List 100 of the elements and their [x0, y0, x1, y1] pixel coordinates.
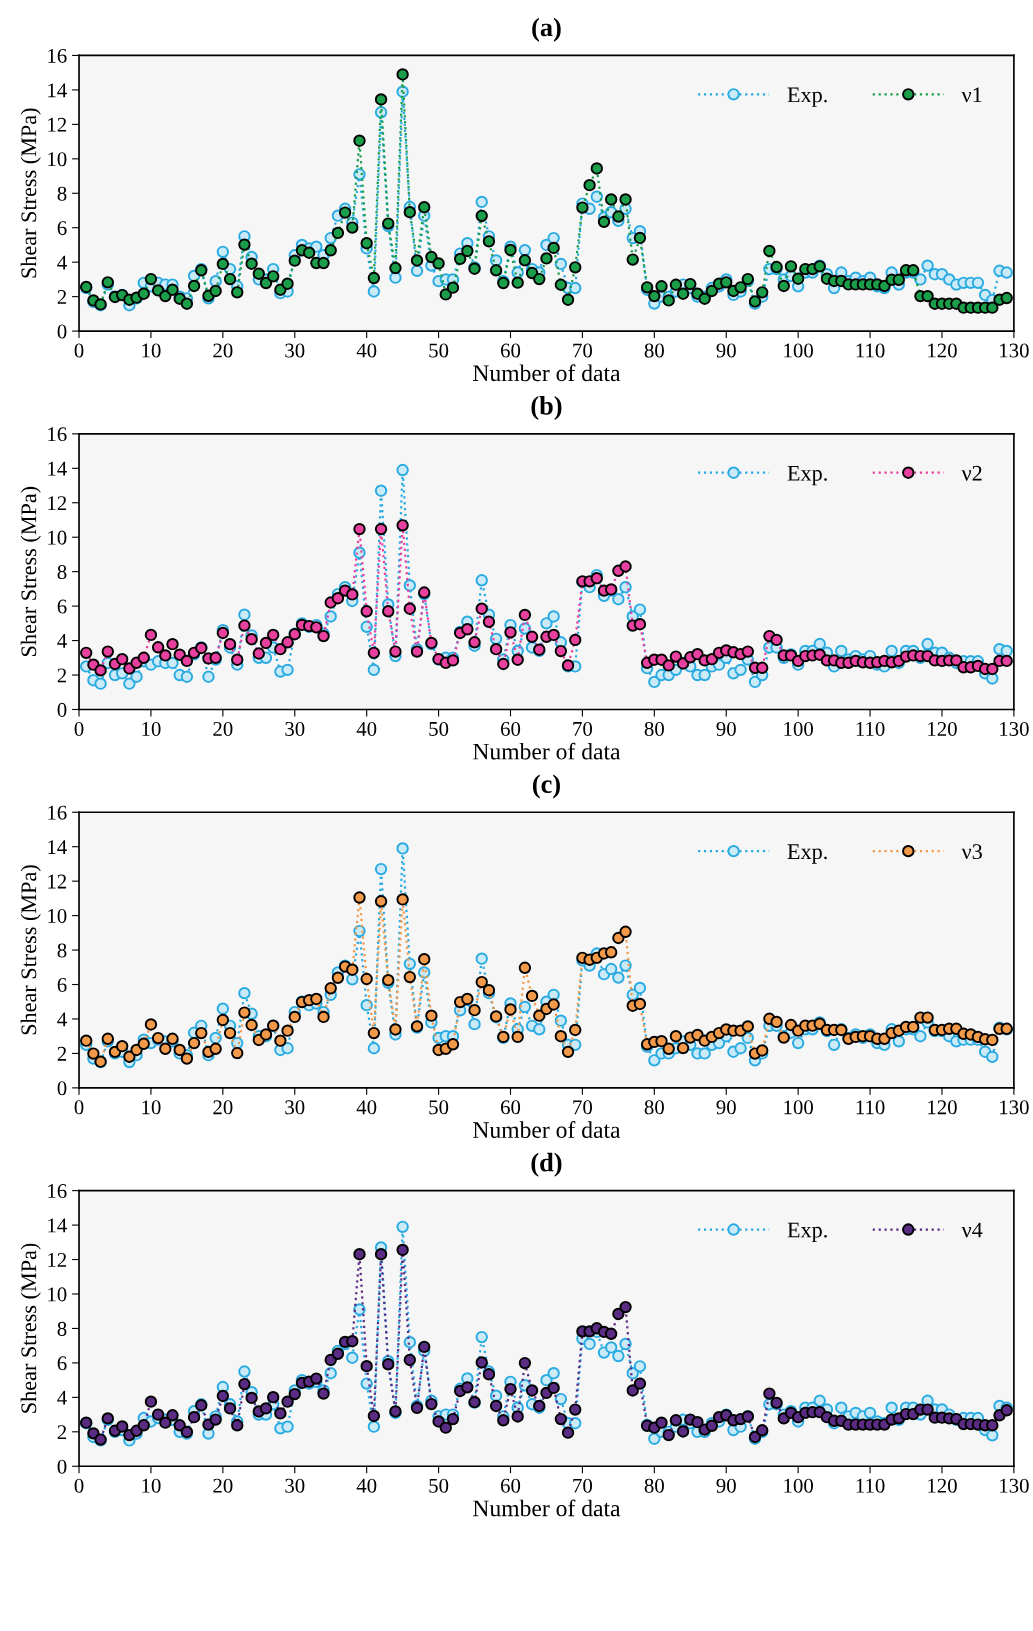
x-tick-label: 120	[928, 1100, 957, 1115]
x-axis-title: Number of data	[473, 1121, 621, 1138]
y-tick-label: 14	[48, 83, 67, 98]
y-axis-title: Shear Stress (MPa)	[20, 108, 41, 278]
x-tick-label: 130	[1000, 343, 1029, 358]
x-tick-label: 120	[928, 343, 957, 358]
y-tick-label: 16	[48, 805, 67, 820]
x-tick-label: 100	[784, 1478, 813, 1493]
x-tick-label: 20	[213, 343, 233, 358]
x-tick-label: 10	[142, 343, 161, 358]
y-tick-label: 4	[57, 1012, 67, 1027]
y-tick-label: 2	[57, 1425, 67, 1440]
x-tick-label: 80	[644, 343, 664, 358]
y-axis-title: Shear Stress (MPa)	[20, 865, 41, 1035]
x-tick-label: 70	[573, 343, 593, 358]
x-tick-label: 120	[928, 721, 957, 736]
x-tick-label: 10	[142, 1478, 161, 1493]
x-tick-label: 40	[356, 721, 377, 736]
y-tick-label: 14	[48, 461, 67, 476]
y-tick-label: 16	[48, 1184, 67, 1199]
legend-label: Exp.	[787, 1222, 827, 1243]
x-tick-label: 100	[784, 1100, 813, 1115]
legend-label: Exp.	[787, 87, 827, 107]
x-tick-label: 10	[142, 1100, 161, 1115]
x-tick-label: 20	[213, 721, 233, 736]
y-tick-label: 10	[48, 530, 67, 545]
x-tick-label: 50	[429, 721, 449, 736]
y-tick-label: 10	[48, 152, 67, 167]
chart-title: (d)	[531, 1152, 562, 1177]
chart-title: (c)	[532, 774, 560, 799]
y-tick-label: 4	[57, 1390, 67, 1405]
y-tick-label: 2	[57, 1046, 67, 1061]
y-tick-label: 16	[48, 427, 67, 442]
x-tick-label: 40	[356, 343, 377, 358]
y-tick-label: 14	[48, 1218, 67, 1233]
chart-title: (a)	[532, 17, 561, 42]
x-tick-label: 30	[285, 343, 305, 358]
y-tick-label: 12	[48, 117, 67, 132]
y-tick-label: 6	[57, 599, 67, 614]
legend-label: Exp.	[787, 465, 827, 486]
y-tick-label: 8	[57, 1321, 67, 1336]
y-axis-title: Shear Stress (MPa)	[20, 486, 41, 656]
y-tick-label: 10	[48, 1287, 67, 1302]
x-tick-label: 20	[213, 1100, 233, 1115]
y-tick-label: 4	[57, 634, 67, 648]
y-tick-label: 2	[57, 290, 67, 304]
x-tick-label: 130	[1000, 721, 1029, 736]
x-tick-label: 80	[644, 721, 664, 736]
y-tick-label: 8	[57, 186, 67, 201]
y-tick-label: 6	[57, 1356, 67, 1371]
x-tick-label: 90	[716, 721, 736, 736]
x-tick-label: 0	[74, 1478, 84, 1493]
x-tick-label: 50	[429, 1478, 449, 1493]
x-tick-label: 120	[928, 1478, 957, 1493]
x-tick-label: 60	[500, 1100, 521, 1115]
legend-label: ν4	[961, 1222, 983, 1238]
x-tick-label: 30	[285, 1478, 305, 1493]
legend-label: ν3	[961, 844, 982, 860]
y-tick-label: 14	[48, 840, 67, 854]
x-tick-label: 50	[429, 343, 449, 358]
x-tick-label: 90	[716, 343, 736, 358]
x-tick-label: 130	[1000, 1478, 1029, 1493]
x-tick-label: 0	[74, 343, 84, 358]
y-tick-label: 8	[57, 943, 67, 958]
y-tick-label: 16	[48, 48, 67, 63]
x-tick-label: 90	[716, 1478, 736, 1493]
x-tick-label: 80	[644, 1478, 664, 1493]
x-tick-label: 110	[856, 343, 885, 358]
legend-label: ν2	[961, 465, 982, 481]
y-tick-label: 6	[57, 221, 67, 236]
y-tick-label: 0	[57, 324, 67, 339]
legend-label: Exp.	[787, 844, 827, 864]
y-tick-label: 12	[48, 1252, 67, 1267]
x-tick-label: 60	[500, 721, 521, 736]
x-tick-label: 90	[716, 1100, 736, 1115]
x-tick-label: 70	[573, 1478, 593, 1493]
y-tick-label: 12	[48, 874, 67, 889]
x-tick-label: 60	[500, 343, 521, 358]
x-tick-label: 30	[285, 1100, 305, 1115]
x-tick-label: 110	[856, 1478, 885, 1493]
y-tick-label: 12	[48, 496, 67, 510]
x-tick-label: 80	[644, 1100, 664, 1115]
legend-label: ν1	[961, 87, 982, 103]
y-tick-label: 4	[57, 255, 67, 270]
x-tick-label: 40	[356, 1478, 377, 1493]
x-tick-label: 110	[856, 721, 885, 736]
x-tick-label: 50	[429, 1100, 449, 1115]
x-axis-title: Number of data	[473, 364, 621, 382]
x-tick-label: 110	[856, 1100, 885, 1115]
chart-title: (b)	[531, 396, 562, 421]
x-tick-label: 10	[142, 721, 161, 736]
x-tick-label: 100	[784, 343, 813, 358]
x-axis-title: Number of data	[473, 742, 621, 760]
x-tick-label: 70	[573, 1100, 593, 1115]
y-tick-label: 0	[57, 1081, 67, 1096]
x-tick-label: 0	[74, 1100, 84, 1115]
x-axis-title: Number of data	[473, 1499, 621, 1517]
y-axis-title: Shear Stress (MPa)	[20, 1243, 41, 1413]
x-tick-label: 60	[500, 1478, 521, 1493]
x-tick-label: 40	[356, 1100, 377, 1115]
